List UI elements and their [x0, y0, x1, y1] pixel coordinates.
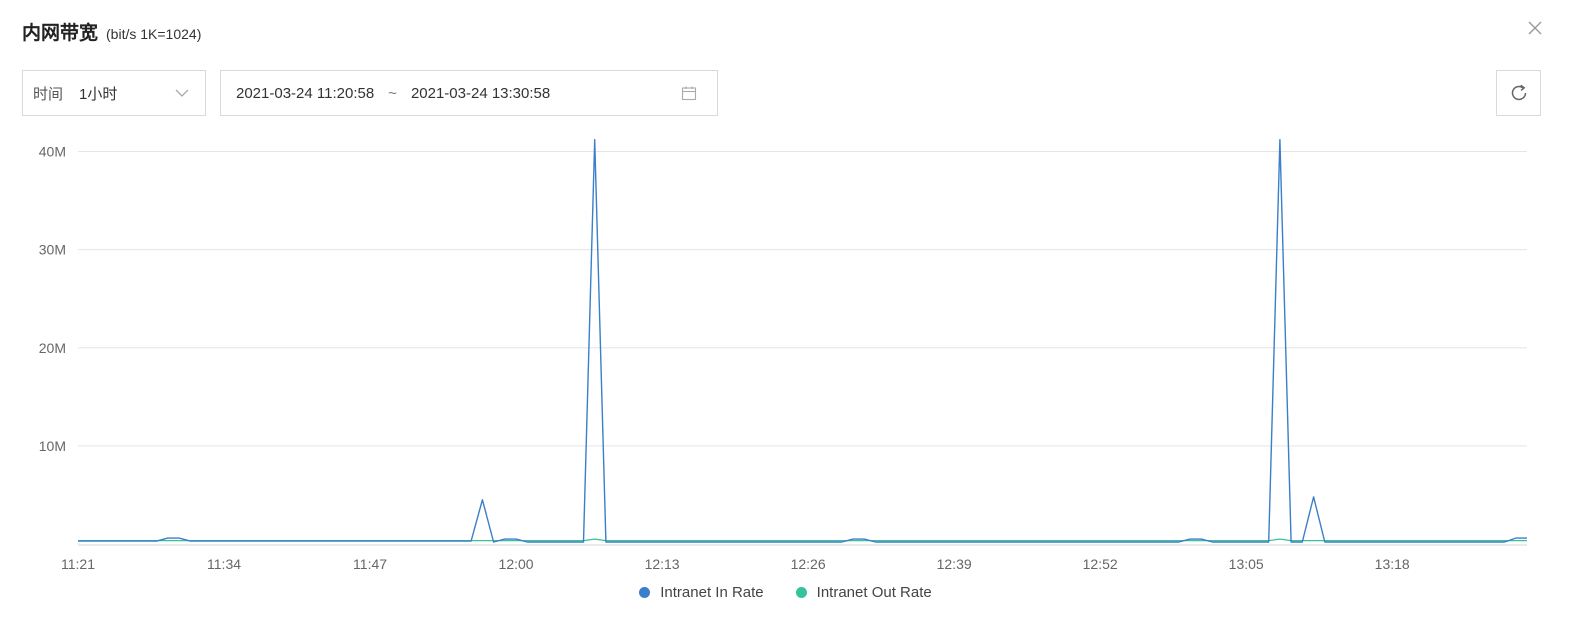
time-period-value: 1小时	[79, 85, 118, 103]
refresh-button[interactable]	[1496, 70, 1541, 116]
calendar-icon	[681, 86, 697, 101]
legend-label-out-rate: Intranet Out Rate	[816, 584, 932, 601]
y-tick-label: 30M	[39, 242, 66, 258]
x-tick-label: 12:13	[645, 556, 680, 572]
y-tick-label: 10M	[39, 438, 66, 454]
date-range-picker[interactable]: 2021-03-24 11:20:58 ~ 2021-03-24 13:30:5…	[220, 70, 718, 116]
bandwidth-line-chart: 10M 20M 30M 40M 11:21 11:34 11:47 12:00 12:13 12:…	[39, 139, 1527, 572]
panel-title: 内网带宽	[22, 23, 99, 44]
series-line-out-rate	[78, 538, 1527, 542]
panel-subtitle: (bit/s 1K=1024)	[106, 26, 202, 42]
refresh-icon	[1511, 84, 1526, 101]
close-icon	[1528, 21, 1542, 35]
legend-dot-out-rate	[795, 587, 807, 598]
range-start: 2021-03-24 11:20:58	[236, 84, 375, 102]
x-tick-label: 11:47	[353, 556, 387, 572]
x-tick-label: 12:00	[499, 556, 534, 572]
legend-label-in-rate: Intranet In Rate	[660, 584, 764, 601]
time-label: 时间	[33, 85, 64, 103]
x-tick-label: 11:21	[61, 556, 95, 572]
range-end: 2021-03-24 13:30:58	[410, 84, 551, 102]
x-tick-label: 12:26	[791, 556, 826, 572]
chart-legend: Intranet In Rate Intranet Out Rate	[0, 584, 1571, 601]
x-tick-label: 13:18	[1375, 556, 1410, 572]
legend-item-in-rate[interactable]: Intranet In Rate	[639, 584, 764, 601]
close-button[interactable]	[1523, 16, 1547, 40]
x-tick-label: 11:34	[207, 556, 241, 572]
x-tick-label: 13:05	[1229, 556, 1264, 572]
y-tick-label: 40M	[39, 144, 66, 160]
series-line-in-rate	[78, 139, 1527, 543]
time-period-select[interactable]: 时间 1小时	[22, 70, 206, 116]
legend-item-out-rate[interactable]: Intranet Out Rate	[795, 584, 932, 601]
chevron-down-icon	[175, 89, 189, 97]
panel-header: 内网带宽 (bit/s 1K=1024)	[22, 18, 201, 45]
x-tick-label: 12:52	[1083, 556, 1118, 572]
y-tick-label: 20M	[39, 340, 66, 356]
x-tick-label: 12:39	[937, 556, 972, 572]
range-separator: ~	[388, 84, 397, 102]
legend-dot-in-rate	[639, 587, 651, 598]
